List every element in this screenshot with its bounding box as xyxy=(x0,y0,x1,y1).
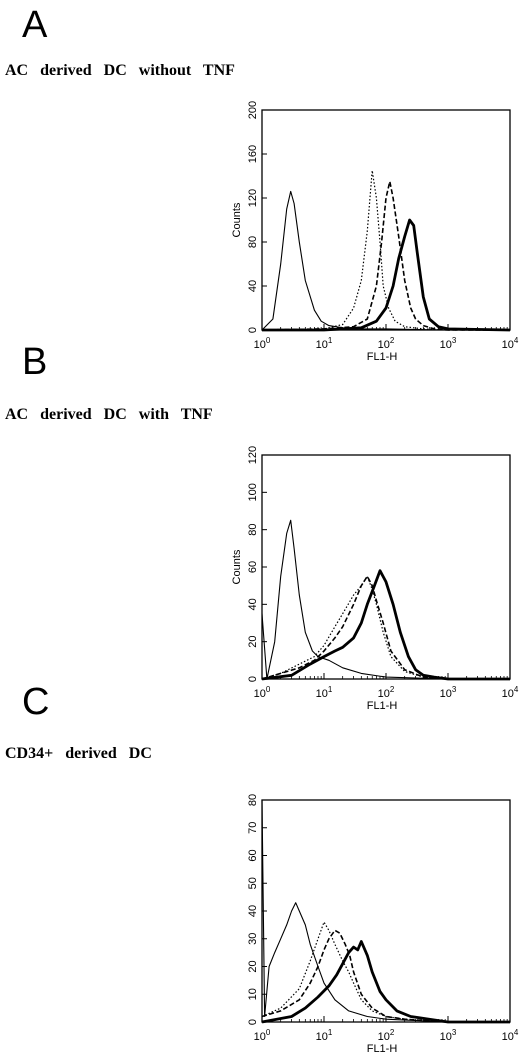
x-axis-label: FL1-H xyxy=(367,700,398,712)
series-dashed xyxy=(261,180,510,331)
y-tick-label: 100 xyxy=(247,483,259,501)
x-tick-label: 100 xyxy=(254,336,271,351)
series-dotted xyxy=(261,169,510,331)
plot-frame xyxy=(261,454,511,680)
panel-a-title: AC derived DC without TNF xyxy=(5,62,235,79)
y-tick-label: 120 xyxy=(247,189,259,207)
y-axis-label: Counts xyxy=(231,202,243,237)
panel-a-letter: A xyxy=(22,4,48,46)
series-thin-solid xyxy=(261,190,510,331)
series-thin-solid xyxy=(261,799,510,1023)
panel-c-title: CD34+ derived DC xyxy=(5,745,152,762)
chart-1: 0 40 80 120 160 200 100 101 102 103 104 FL1-H Counts xyxy=(231,101,519,363)
series-dotted xyxy=(261,921,510,1023)
y-tick-label: 40 xyxy=(247,280,259,292)
series-thick-solid xyxy=(261,940,510,1024)
x-tick-label: 101 xyxy=(316,685,333,700)
y-tick-label: 160 xyxy=(247,145,259,163)
x-tick-label: 101 xyxy=(316,1028,333,1043)
y-tick-label: 0 xyxy=(247,1019,259,1025)
y-tick-label: 50 xyxy=(247,877,259,889)
y-tick-label: 200 xyxy=(247,101,259,119)
panel-b-letter: B xyxy=(22,341,48,383)
x-axis-label: FL1-H xyxy=(367,351,398,363)
x-tick-label: 103 xyxy=(440,1028,457,1043)
y-tick-label: 70 xyxy=(247,822,259,834)
x-tick-label: 103 xyxy=(440,685,457,700)
series-thin-solid xyxy=(261,519,510,680)
y-tick-label: 0 xyxy=(247,676,259,682)
y-tick-label: 40 xyxy=(247,598,259,610)
y-tick-label: 10 xyxy=(247,988,259,1000)
series-dashed xyxy=(261,929,510,1023)
x-tick-label: 102 xyxy=(378,336,395,351)
x-tick-label: 102 xyxy=(378,685,395,700)
y-tick-label: 20 xyxy=(247,960,259,972)
y-tick-label: 120 xyxy=(247,446,259,464)
y-tick-label: 80 xyxy=(247,236,259,248)
y-tick-label: 60 xyxy=(247,849,259,861)
x-axis-label: FL1-H xyxy=(367,1043,398,1055)
series-thick-solid xyxy=(261,569,510,681)
x-tick-label: 100 xyxy=(254,1028,271,1043)
series-thick-solid xyxy=(262,218,511,332)
y-tick-label: 30 xyxy=(247,933,259,945)
chart-3: 0 10 20 30 40 50 60 70 80 100 101 102 103 104 FL1-H xyxy=(247,794,519,1055)
x-tick-label: 102 xyxy=(378,1028,395,1043)
y-tick-label: 80 xyxy=(247,794,259,806)
chart-2: 0 20 40 60 80 100 120 100 101 102 103 104 FL1-H Count… xyxy=(231,446,519,712)
series-dashed xyxy=(261,575,510,680)
x-tick-label: 104 xyxy=(502,1028,519,1043)
y-tick-label: 80 xyxy=(247,524,259,536)
y-tick-label: 0 xyxy=(247,327,259,333)
x-tick-label: 104 xyxy=(502,336,519,351)
y-tick-label: 20 xyxy=(247,636,259,648)
panel-c-letter: C xyxy=(22,681,50,723)
x-tick-label: 100 xyxy=(254,685,271,700)
y-axis-label: Counts xyxy=(231,549,243,584)
x-tick-label: 103 xyxy=(440,336,457,351)
y-tick-label: 40 xyxy=(247,905,259,917)
panel-b-title: AC derived DC with TNF xyxy=(5,406,213,423)
y-tick-label: 60 xyxy=(247,561,259,573)
x-tick-label: 104 xyxy=(502,685,519,700)
x-tick-label: 101 xyxy=(316,336,333,351)
